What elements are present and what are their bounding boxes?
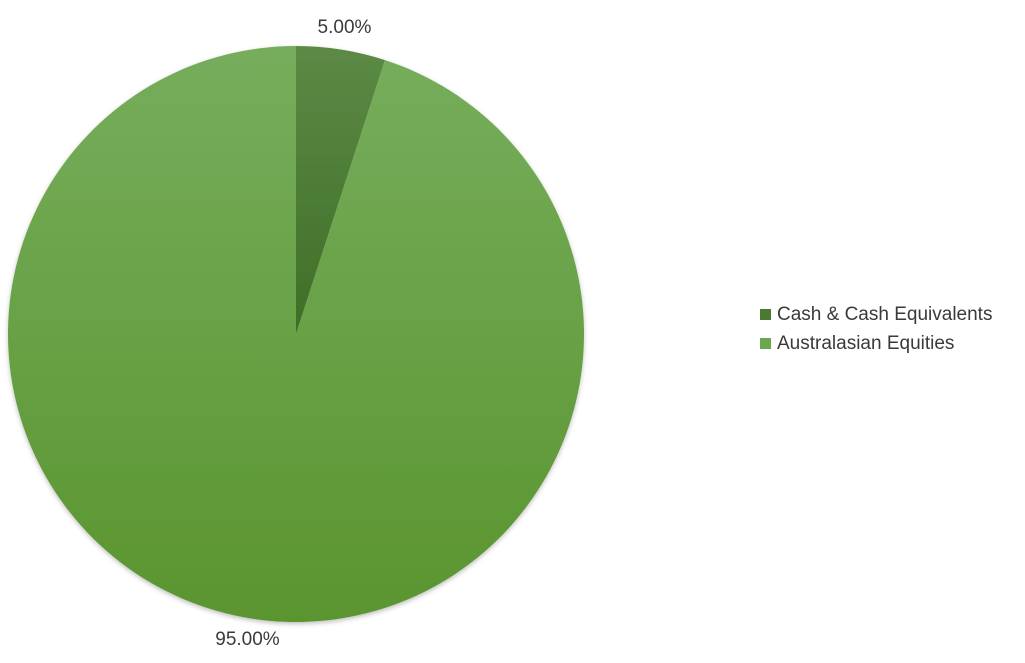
legend-swatch-cash (760, 309, 771, 320)
legend-item-cash: Cash & Cash Equivalents (760, 300, 992, 329)
pie-slice-cash (296, 46, 385, 334)
data-label-equities: 95.00% (215, 629, 280, 650)
legend-item-equities: Australasian Equities (760, 329, 992, 358)
pie-slices (7, 46, 585, 623)
legend-label-cash: Cash & Cash Equivalents (777, 303, 993, 325)
legend-label-equities: Australasian Equities (777, 332, 955, 354)
legend-swatch-equities (760, 338, 771, 349)
pie-slice-equities (7, 46, 585, 623)
data-label-cash: 5.00% (318, 17, 372, 38)
chart-legend: Cash & Cash Equivalents Australasian Equ… (760, 300, 992, 358)
pie-data-labels: 5.00% 95.00% (215, 17, 371, 650)
